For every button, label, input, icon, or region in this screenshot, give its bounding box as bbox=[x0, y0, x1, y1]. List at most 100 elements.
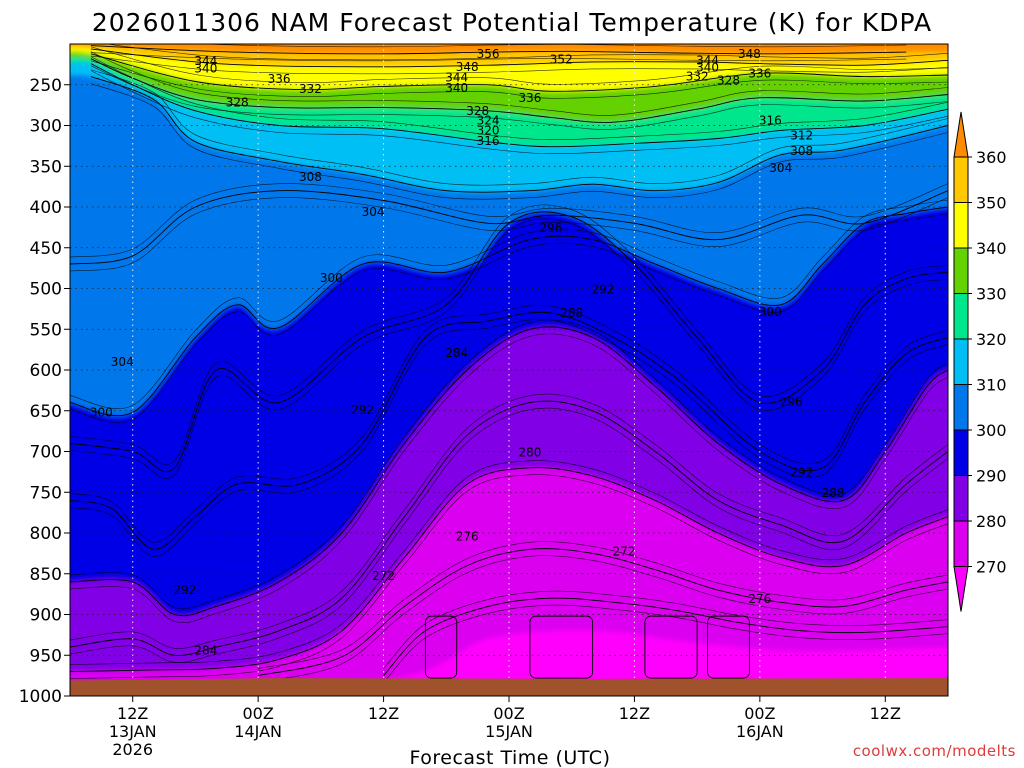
contour-label: 312 bbox=[790, 128, 813, 142]
contour-line-300 bbox=[70, 206, 948, 417]
contour-closed-cell bbox=[529, 615, 594, 679]
x-tick-label: 12Z bbox=[368, 704, 399, 723]
contour-label: 292 bbox=[592, 282, 615, 296]
contour-label: 308 bbox=[790, 144, 813, 158]
contour-label: 324 bbox=[477, 114, 500, 128]
x-tick-label: 00Z bbox=[744, 704, 775, 723]
contour-line-280 bbox=[70, 467, 948, 673]
contour-label: 332 bbox=[686, 70, 709, 84]
contour-label: 340 bbox=[696, 61, 719, 75]
x-tick-label: 00Z bbox=[242, 704, 273, 723]
contour-label: 280 bbox=[518, 445, 541, 459]
contour-line-minor bbox=[90, 56, 948, 141]
y-tick-label: 650 bbox=[30, 402, 62, 422]
contour-line-minor bbox=[90, 55, 948, 75]
contour-label: 300 bbox=[759, 305, 782, 319]
contour-label: 336 bbox=[748, 66, 771, 80]
contour-label: 328 bbox=[466, 104, 489, 118]
contour-label: 304 bbox=[111, 355, 134, 369]
contour-lines bbox=[70, 44, 948, 683]
colorbar-segment bbox=[953, 247, 969, 294]
x-tick-label: 14JAN bbox=[234, 722, 282, 741]
contour-label: 288 bbox=[560, 306, 583, 320]
terrain-ground bbox=[70, 678, 948, 696]
y-tick-label: 350 bbox=[30, 157, 62, 177]
colorbar-label: 350 bbox=[976, 194, 1007, 213]
x-tick-label: 15JAN bbox=[485, 722, 533, 741]
contour-label: 316 bbox=[477, 134, 500, 148]
contour-label: 292 bbox=[351, 403, 374, 417]
contour-label: 304 bbox=[362, 205, 385, 219]
contour-line-minor bbox=[70, 197, 948, 272]
contour-line-minor bbox=[90, 51, 948, 116]
x-tick-label: 12Z bbox=[619, 704, 650, 723]
contour-line-minor bbox=[70, 407, 948, 663]
y-tick-label: 900 bbox=[30, 606, 62, 626]
contour-line-344 bbox=[90, 48, 948, 68]
contour-line-284 bbox=[70, 400, 948, 656]
y-tick-label: 600 bbox=[30, 361, 62, 381]
contour-line-276 bbox=[258, 548, 948, 677]
y-tick-label: 850 bbox=[30, 565, 62, 585]
colorbar-segment bbox=[953, 566, 969, 612]
colorbar-segment bbox=[953, 520, 969, 567]
contour-line-minor bbox=[70, 319, 948, 557]
contour-line-minor bbox=[90, 65, 948, 130]
contour-line-328 bbox=[90, 58, 948, 123]
y-tick-label: 400 bbox=[30, 198, 62, 218]
x-tick-label: 2026 bbox=[112, 740, 153, 759]
y-tick-label: 1000 bbox=[19, 687, 62, 707]
colorbar-label: 320 bbox=[976, 330, 1007, 349]
y-tick-label: 450 bbox=[30, 239, 62, 259]
contour-line-minor bbox=[70, 204, 948, 465]
y-axis: 250 300 350 400 450 500 550 600 650 700 750 800 850 9… bbox=[19, 76, 70, 707]
colorbar-label: 300 bbox=[976, 421, 1007, 440]
contour-label: 292 bbox=[790, 466, 813, 480]
contour-label: 284 bbox=[445, 346, 468, 360]
contour-label: 288 bbox=[822, 486, 845, 500]
colorbar-segment bbox=[953, 384, 969, 431]
contour-line-minor bbox=[90, 70, 948, 155]
contour-label: 340 bbox=[445, 81, 468, 95]
contour-line-minor bbox=[90, 69, 948, 186]
y-tick-label: 550 bbox=[30, 320, 62, 340]
colorbar-label: 310 bbox=[976, 376, 1007, 395]
colorbar-label: 330 bbox=[976, 285, 1007, 304]
x-axis-title: Forecast Time (UTC) bbox=[410, 747, 611, 768]
contour-line-minor bbox=[90, 52, 907, 62]
contour-label: 276 bbox=[456, 529, 479, 543]
contour-label: 352 bbox=[550, 52, 573, 66]
credit-link[interactable]: coolwx.com/modelts bbox=[853, 742, 1016, 760]
contour-line-minor bbox=[258, 555, 948, 683]
colorbar: 360 350 340 330 320 310 300 290 280 270 bbox=[953, 111, 1007, 612]
contour-labels: 356 3523483483443443443403403403363363363… bbox=[90, 47, 845, 658]
colorbar-label: 290 bbox=[976, 467, 1007, 486]
colorbar-label: 270 bbox=[976, 558, 1007, 577]
contour-line-minor bbox=[258, 541, 948, 669]
y-tick-label: 700 bbox=[30, 443, 62, 463]
contour-line-356 bbox=[90, 45, 907, 55]
y-tick-label: 950 bbox=[30, 646, 62, 666]
contour-line-minor bbox=[70, 333, 948, 624]
x-tick-label: 16JAN bbox=[736, 722, 784, 741]
contour-label: 344 bbox=[696, 53, 719, 67]
plot-area: 356 3523483483443443443403403403363363363… bbox=[70, 44, 948, 696]
contour-line-292 bbox=[70, 311, 948, 550]
x-tick-label: 12Z bbox=[870, 704, 901, 723]
colorbar-label: 360 bbox=[976, 148, 1007, 167]
contour-line-minor bbox=[70, 460, 948, 665]
contour-line-minor bbox=[70, 213, 948, 424]
contour-label: 296 bbox=[539, 221, 562, 235]
contour-line-336 bbox=[90, 53, 948, 92]
colorbar-label: 280 bbox=[976, 512, 1007, 531]
contour-label: 356 bbox=[477, 47, 500, 61]
contour-label: 340 bbox=[194, 61, 217, 75]
colorbar-segment bbox=[953, 293, 969, 340]
colorbar-label: 340 bbox=[976, 239, 1007, 258]
contour-label: 292 bbox=[174, 583, 197, 597]
contour-label: 348 bbox=[456, 60, 479, 74]
contour-line-minor bbox=[70, 393, 948, 649]
contour-label: 296 bbox=[780, 395, 803, 409]
